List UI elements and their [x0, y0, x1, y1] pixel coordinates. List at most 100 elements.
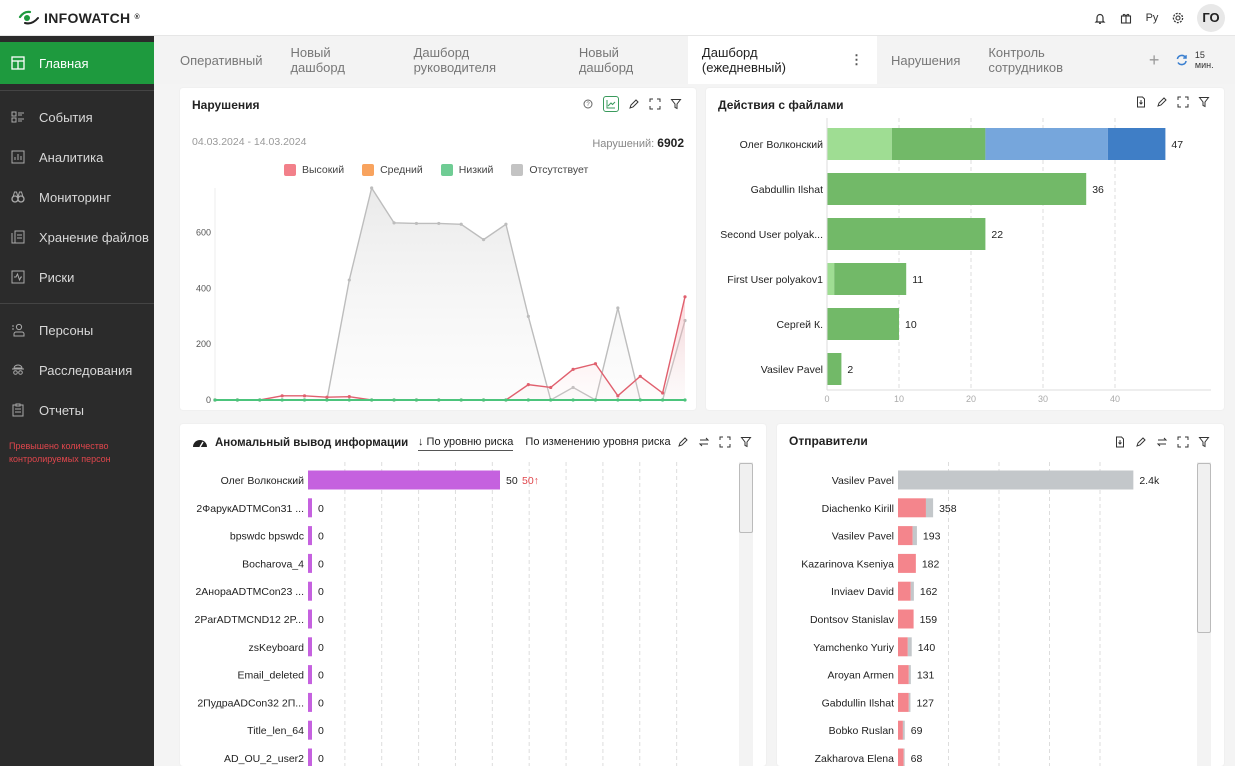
data-point	[370, 186, 374, 190]
tab-daily-dashboard[interactable]: Дашборд (ежедневный) ⋮	[687, 36, 878, 84]
filter-icon[interactable]	[670, 98, 682, 110]
data-point	[549, 385, 553, 390]
series-area-Высокий	[215, 296, 685, 400]
swap-icon[interactable]	[698, 436, 710, 448]
data-point	[280, 394, 284, 398]
sidebar-divider	[0, 303, 154, 304]
sidebar-item-events[interactable]: События	[0, 97, 154, 137]
infowatch-logo[interactable]: INFOWATCH ®	[18, 10, 140, 26]
language-switch[interactable]: Ру	[1145, 11, 1159, 24]
bell-icon[interactable]	[1093, 11, 1107, 25]
legend-item-low[interactable]: Низкий	[440, 164, 494, 176]
edit-icon[interactable]	[1135, 436, 1147, 448]
sort-by-risk-tab[interactable]: ↓ По уровню риска	[418, 436, 514, 451]
data-point	[414, 221, 419, 226]
data-point	[549, 398, 553, 402]
data-point	[504, 398, 508, 402]
expand-icon[interactable]	[1177, 96, 1189, 108]
sidebar-item-persons[interactable]: Персоны	[0, 310, 154, 350]
investigation-icon	[12, 364, 24, 375]
sidebar-item-home[interactable]: Главная	[0, 42, 154, 84]
auto-refresh-control[interactable]: 15 мин.	[1175, 50, 1225, 70]
data-point	[437, 398, 441, 402]
filter-icon[interactable]	[740, 436, 752, 448]
value-label: 47	[1171, 139, 1183, 151]
edit-icon[interactable]	[677, 436, 689, 448]
senders-bar-chart: Vasilev Pavel 2.4k Diachenko Kirill 358 Vasi…	[801, 462, 1160, 766]
category-label: Inviaev David	[831, 586, 894, 598]
sidebar-item-risks[interactable]: Риски	[0, 257, 154, 297]
data-point	[638, 398, 642, 402]
sidebar-item-analytics[interactable]: Аналитика	[0, 137, 154, 177]
bar-segment	[827, 263, 835, 295]
data-point	[661, 398, 665, 402]
expand-icon[interactable]	[1177, 436, 1189, 448]
legend-item-high[interactable]: Высокий	[284, 164, 344, 176]
y-tick-label: 200	[196, 339, 211, 349]
logo-eye-icon	[18, 10, 39, 24]
bar-segment	[1107, 128, 1166, 160]
analytics-icon	[11, 150, 25, 164]
tab-menu-icon[interactable]: ⋮	[850, 52, 864, 67]
data-point	[526, 398, 530, 402]
sidebar-divider	[0, 90, 154, 91]
bar-segment	[891, 128, 986, 160]
tab-employee-control[interactable]: Контроль сотрудников	[988, 45, 1064, 75]
export-icon[interactable]	[1135, 96, 1147, 108]
expand-icon[interactable]	[649, 98, 661, 110]
sidebar-item-investigations[interactable]: Расследования	[0, 350, 154, 390]
filter-icon[interactable]	[1198, 96, 1210, 108]
value-label: 68	[911, 753, 923, 765]
bar-segment	[827, 128, 892, 160]
user-avatar[interactable]: ГО	[1197, 3, 1225, 32]
value-label: 162	[920, 586, 938, 598]
risk-change-label: 50↑	[522, 475, 539, 487]
refresh-interval: 15 мин.	[1194, 50, 1214, 70]
help-icon[interactable]: ?	[582, 98, 594, 110]
edit-icon[interactable]	[1156, 96, 1168, 108]
tab-manager-dashboard[interactable]: Дашборд руководителя	[413, 45, 496, 75]
sort-by-risk-change-tab[interactable]: По изменению уровня риска	[525, 436, 671, 448]
scrollbar-track[interactable]	[739, 462, 753, 766]
legend-item-medium[interactable]: Средний	[362, 164, 423, 176]
filter-icon[interactable]	[1198, 436, 1210, 448]
scrollbar-thumb[interactable]	[1197, 463, 1211, 633]
legend-item-none[interactable]: Отсутствует	[511, 164, 588, 176]
tab-operative[interactable]: Оперативный	[180, 52, 263, 68]
gear-icon[interactable]	[1171, 11, 1185, 25]
value-label: 358	[939, 503, 957, 515]
sidebar-item-file-storage[interactable]: Хранение файлов	[0, 217, 154, 257]
x-tick-label: 20	[966, 394, 976, 404]
value-label: 36	[1092, 184, 1104, 196]
gift-icon[interactable]	[1119, 11, 1133, 25]
data-point	[392, 398, 396, 402]
total-value: 6902	[657, 136, 684, 150]
category-label: Title_len_64	[247, 725, 304, 737]
tab-new-dashboard-2[interactable]: Новый дашборд	[578, 45, 634, 75]
tab-new-dashboard[interactable]: Новый дашборд	[290, 45, 345, 75]
value-label: 193	[923, 531, 941, 543]
data-point	[325, 398, 329, 402]
category-label: Dontsov Stanislav	[810, 614, 895, 626]
data-point	[280, 398, 284, 402]
expand-icon[interactable]	[719, 436, 731, 448]
edit-icon[interactable]	[628, 98, 640, 110]
data-point	[481, 398, 486, 402]
sidebar-item-monitoring[interactable]: Мониторинг	[0, 177, 154, 217]
tab-violations[interactable]: Нарушения	[891, 52, 961, 68]
series-area-Отсутствует	[215, 188, 685, 400]
sidebar-item-reports[interactable]: Отчеты	[0, 390, 154, 430]
y-tick-label: 0	[206, 395, 211, 405]
export-icon[interactable]	[1114, 436, 1126, 448]
sidebar-item-label: Главная	[39, 55, 89, 71]
bar-segment	[834, 263, 907, 295]
scrollbar-thumb[interactable]	[739, 463, 753, 533]
legend-label: Низкий	[458, 164, 494, 176]
category-label: Second User polyak...	[720, 229, 823, 241]
swap-icon[interactable]	[1156, 436, 1168, 448]
svg-text:?: ?	[586, 102, 590, 108]
add-tab-button[interactable]: +	[1148, 49, 1160, 70]
data-point	[504, 398, 508, 402]
data-point	[593, 398, 598, 402]
line-chart-toggle-icon[interactable]	[603, 96, 619, 112]
